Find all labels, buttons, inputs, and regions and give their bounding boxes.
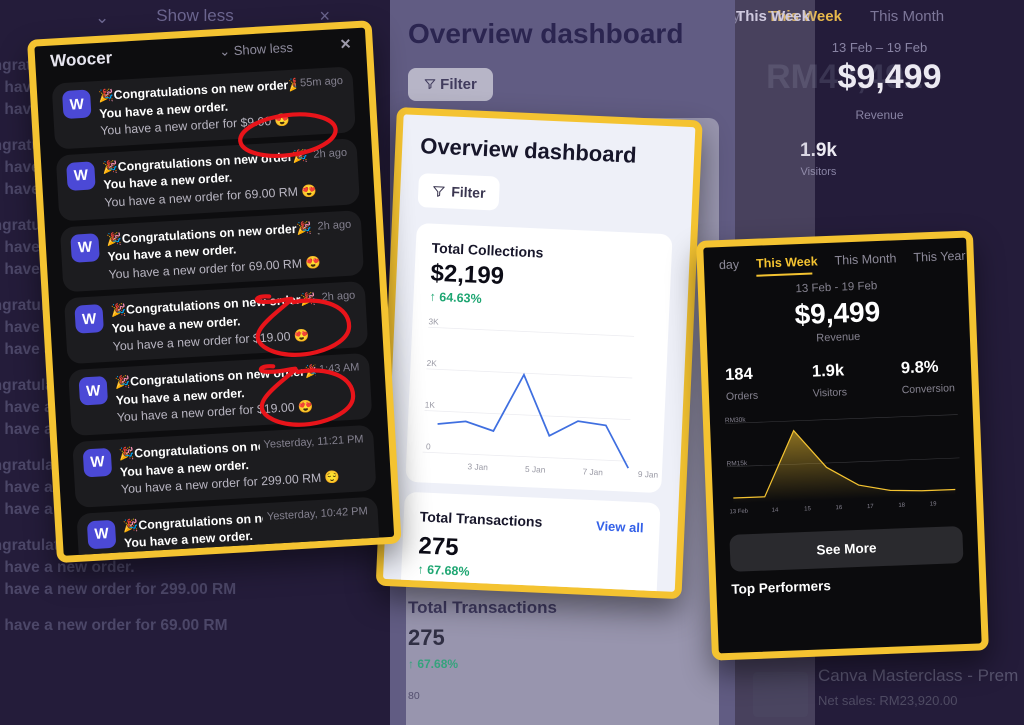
svg-text:15: 15 (804, 506, 812, 512)
svg-text:13 Feb: 13 Feb (729, 509, 748, 516)
svg-text:19: 19 (930, 501, 938, 507)
svg-text:3 Jan: 3 Jan (467, 461, 488, 472)
svg-text:0: 0 (426, 441, 431, 451)
svg-text:7 Jan: 7 Jan (582, 466, 603, 477)
svg-text:1K: 1K (425, 399, 436, 409)
svg-text:5 Jan: 5 Jan (525, 464, 546, 475)
svg-text:RM30k: RM30k (725, 417, 747, 425)
svg-text:16: 16 (836, 505, 844, 511)
svg-text:14: 14 (772, 507, 780, 513)
svg-text:3K: 3K (428, 316, 439, 326)
svg-text:18: 18 (898, 503, 906, 509)
svg-text:RM15k: RM15k (726, 460, 748, 468)
svg-text:9 Jan: 9 Jan (638, 469, 659, 480)
svg-text:17: 17 (867, 504, 874, 510)
svg-text:2K: 2K (426, 358, 437, 368)
